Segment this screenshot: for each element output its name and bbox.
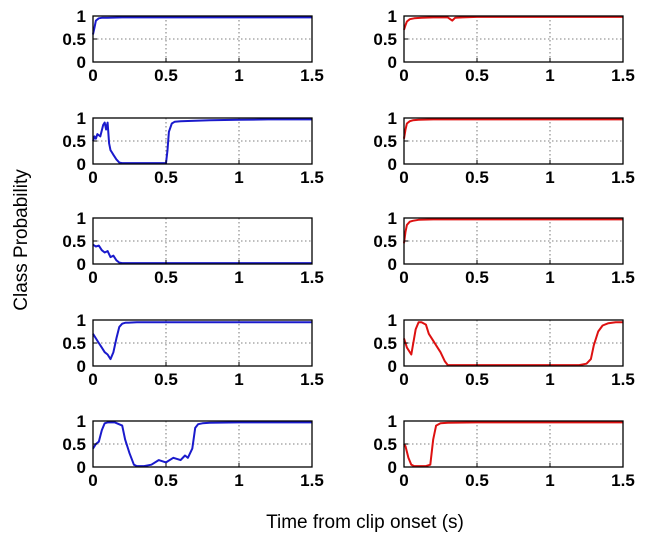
y-tick-label: 0: [388, 458, 397, 477]
x-tick-label: 0: [88, 268, 97, 287]
x-tick-label: 0.5: [465, 370, 489, 389]
y-tick-label: 0: [77, 53, 86, 72]
y-tick-label: 0.5: [373, 232, 397, 251]
series-line-r1-right: [403, 15, 623, 31]
x-tick-label: 1: [545, 370, 554, 389]
x-tick-label: 1.5: [300, 471, 324, 490]
x-tick-label: 0.5: [465, 66, 489, 85]
x-tick-label: 0.5: [154, 168, 178, 187]
y-tick-label: 0.5: [62, 334, 86, 353]
x-tick-label: 1.5: [611, 66, 635, 85]
subplot-r1-left: 0 0.5 1 1.500.51: [62, 7, 323, 85]
series-line-r3-left: [92, 243, 312, 265]
x-tick-label: 1: [545, 268, 554, 287]
y-tick-label: 0.5: [62, 435, 86, 454]
y-tick-label: 0.5: [62, 30, 86, 49]
y-tick-label: 1: [77, 7, 86, 26]
series-line-r1-left: [92, 16, 312, 35]
y-tick-label: 0.5: [62, 232, 86, 251]
y-tick-label: 0: [77, 458, 86, 477]
x-tick-label: 1.5: [611, 168, 635, 187]
x-tick-label: 0.5: [154, 66, 178, 85]
series-line-r5-left: [92, 421, 312, 468]
y-tick-label: 0: [388, 53, 397, 72]
subplot-grid: 0 0.5 1 1.500.510 0.5 1 1.500.510 0.5 1 1.500.510…: [62, 7, 634, 490]
y-tick-label: 0: [77, 255, 86, 274]
y-tick-label: 0.5: [373, 132, 397, 151]
x-tick-label: 1: [545, 168, 554, 187]
x-tick-label: 0: [88, 471, 97, 490]
x-tick-label: 0: [88, 370, 97, 389]
y-tick-label: 1: [77, 209, 86, 228]
x-tick-label: 0.5: [154, 268, 178, 287]
x-tick-label: 1: [234, 168, 243, 187]
subplot-r2-left: 0 0.5 1 1.500.51: [62, 109, 323, 187]
y-tick-label: 0: [388, 155, 397, 174]
y-tick-label: 1: [388, 209, 397, 228]
y-tick-label: 0: [77, 357, 86, 376]
series-line-r5-right: [403, 421, 623, 468]
x-tick-label: 0: [399, 66, 408, 85]
subplot-r5-right: 0 0.5 1 1.500.51: [373, 412, 634, 490]
y-axis-label: Class Probability: [11, 169, 32, 311]
y-tick-label: 1: [388, 311, 397, 330]
x-tick-label: 0.5: [465, 471, 489, 490]
x-tick-label: 1.5: [300, 168, 324, 187]
subplot-r4-right: 0 0.5 1 1.500.51: [373, 311, 634, 389]
y-tick-label: 1: [77, 412, 86, 431]
x-tick-label: 1.5: [611, 471, 635, 490]
x-tick-label: 1: [545, 66, 554, 85]
series-line-r3-right: [403, 218, 623, 244]
x-tick-label: 1.5: [611, 268, 635, 287]
y-tick-label: 0.5: [373, 334, 397, 353]
subplot-r4-left: 0 0.5 1 1.500.51: [62, 311, 323, 389]
y-tick-label: 0: [388, 255, 397, 274]
x-tick-label: 1.5: [611, 370, 635, 389]
x-tick-label: 0.5: [154, 370, 178, 389]
y-tick-label: 0.5: [373, 30, 397, 49]
y-tick-label: 1: [77, 311, 86, 330]
subplot-r3-left: 0 0.5 1 1.500.51: [62, 209, 323, 287]
x-tick-label: 1: [234, 370, 243, 389]
x-tick-label: 0.5: [465, 168, 489, 187]
x-tick-label: 1.5: [300, 370, 324, 389]
x-tick-label: 1: [234, 471, 243, 490]
y-tick-label: 0.5: [62, 132, 86, 151]
y-tick-label: 1: [388, 7, 397, 26]
x-tick-label: 1.5: [300, 66, 324, 85]
subplot-r5-left: 0 0.5 1 1.500.51: [62, 412, 323, 490]
x-tick-label: 0: [88, 168, 97, 187]
subplot-r3-right: 0 0.5 1 1.500.51: [373, 209, 634, 287]
x-tick-label: 0: [399, 370, 408, 389]
subplot-r1-right: 0 0.5 1 1.500.51: [373, 7, 634, 85]
x-tick-label: 1.5: [300, 268, 324, 287]
series-line-r4-left: [92, 321, 312, 361]
series-line-r2-left: [92, 118, 312, 165]
series-line-r2-right: [403, 118, 623, 139]
y-tick-label: 1: [388, 109, 397, 128]
y-tick-label: 0: [388, 357, 397, 376]
y-tick-label: 1: [77, 109, 86, 128]
x-tick-label: 0.5: [154, 471, 178, 490]
x-tick-label: 0: [399, 268, 408, 287]
x-tick-label: 0: [399, 168, 408, 187]
x-tick-label: 1: [234, 268, 243, 287]
y-tick-label: 1: [388, 412, 397, 431]
y-tick-label: 0.5: [373, 435, 397, 454]
subplot-r2-right: 0 0.5 1 1.500.51: [373, 109, 634, 187]
x-axis-label: Time from clip onset (s): [266, 512, 464, 533]
x-tick-label: 0: [88, 66, 97, 85]
x-tick-label: 0: [399, 471, 408, 490]
x-tick-label: 1: [545, 471, 554, 490]
x-tick-label: 1: [234, 66, 243, 85]
y-tick-label: 0: [77, 155, 86, 174]
series-line-r4-right: [403, 321, 623, 367]
x-tick-label: 0.5: [465, 268, 489, 287]
